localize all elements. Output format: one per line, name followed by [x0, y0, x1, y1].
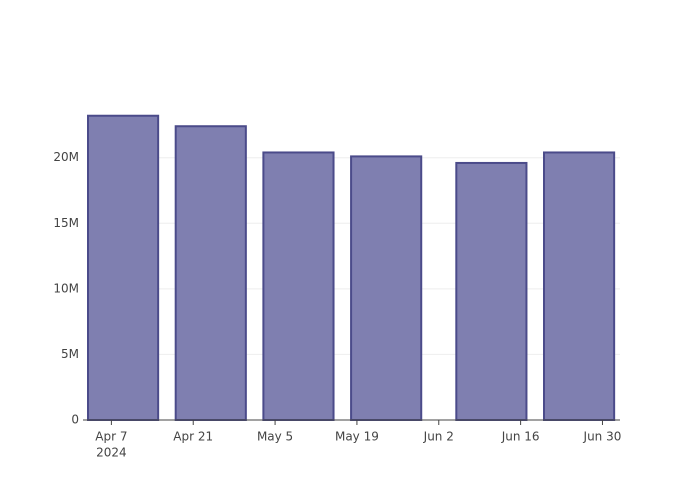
- x-tick-label: Jun 30: [583, 430, 622, 444]
- x-tick-label: May 19: [335, 430, 379, 444]
- x-tick-sublabel: 2024: [96, 446, 127, 460]
- y-tick-label: 0: [71, 413, 79, 427]
- bar: [455, 161, 528, 422]
- bar: [543, 151, 616, 421]
- y-tick-label: 10M: [53, 281, 79, 295]
- bar: [87, 114, 160, 421]
- bar: [350, 155, 423, 422]
- x-tick-label: Apr 21: [173, 430, 213, 444]
- y-tick-label: 20M: [53, 150, 79, 164]
- y-tick-label: 15M: [53, 216, 79, 230]
- x-tick-label: Jun 16: [501, 430, 540, 444]
- bar: [174, 125, 247, 421]
- x-tick-label: Apr 7: [95, 430, 127, 444]
- bar: [262, 151, 335, 421]
- x-tick-label: May 5: [257, 430, 293, 444]
- x-tick-label: Jun 2: [423, 430, 454, 444]
- y-tick-label: 5M: [61, 347, 79, 361]
